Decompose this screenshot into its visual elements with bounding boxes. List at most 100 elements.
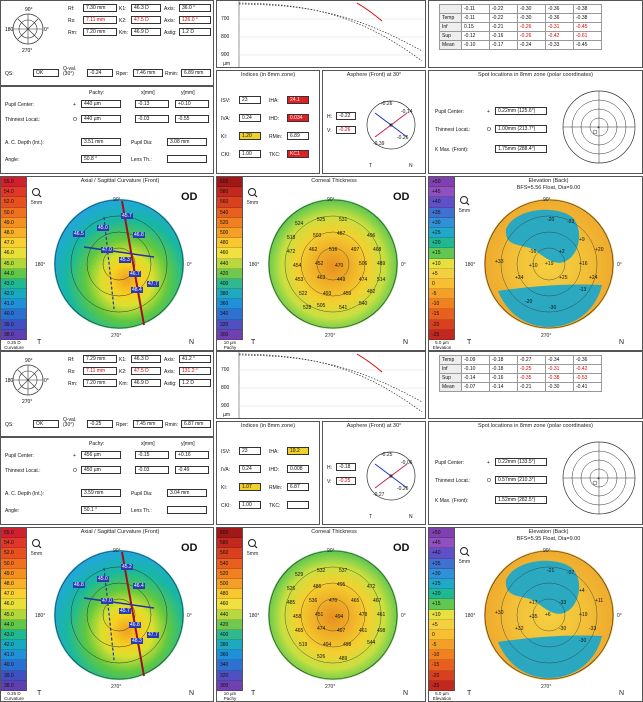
table-cell: -0.30 <box>545 382 574 392</box>
rm-label: Rm: <box>68 30 78 36</box>
thickness-step: 10 µm <box>223 340 237 345</box>
elevation-value-label: +6 <box>545 612 551 618</box>
spot-pupil-label: Pupil Center: <box>435 109 464 115</box>
scale-cell: -5 <box>429 640 454 651</box>
elevation-scale-name: Elevation <box>432 696 452 701</box>
thickness-value-label: 497 <box>337 628 346 634</box>
pupil-center-y: +0.16 <box>175 451 209 459</box>
thickness-map-panel: 600 580 560 540 520 500 480 460 440 420 400 380 360 3… <box>216 527 426 702</box>
magnifier-icon[interactable] <box>459 195 471 211</box>
spot-title: Spot locations in 8mm zone (polar coordi… <box>478 72 593 78</box>
magnifier-icon[interactable] <box>31 538 43 554</box>
elevation-value-label: -33 <box>559 600 567 606</box>
svg-text:+: + <box>597 125 600 131</box>
elevation-step: 5.0 µm <box>435 340 449 345</box>
k2-value: 47.5 D <box>131 367 161 375</box>
scale-cell: 320 <box>217 319 242 330</box>
scale-cell: +45 <box>429 187 454 198</box>
iva-label: IVA: <box>221 467 231 473</box>
table-cell: -0.22 <box>489 13 518 23</box>
elv-deg-90: 90° <box>543 197 551 203</box>
thickness-scale-name: Pachy <box>223 696 237 701</box>
elevation-scale-name: Elevation <box>432 345 452 350</box>
elevation-value-label: +4 <box>579 588 585 594</box>
lens-th-label: Lens Th.: <box>131 508 152 514</box>
thk-deg-180: 180° <box>249 262 260 268</box>
curvature-title: Axial / Sagittal Curvature (Front) <box>80 529 160 535</box>
asphere-title: Asphere (Front) at 30° <box>346 72 402 78</box>
curvature-value-label: 47.7 <box>147 281 159 287</box>
scale-cell: 460 <box>217 599 242 610</box>
k2-label: K2: <box>119 369 127 375</box>
table-cell: -0.16 <box>489 31 518 41</box>
asphere-panel: Asphere (Front) at 30° H: -0.18 V: -0.25… <box>322 421 426 525</box>
curvature-map[interactable] <box>54 199 184 329</box>
table-cell: -0.26 <box>517 22 546 32</box>
thickness-value-label: 474 <box>359 277 368 283</box>
iha-value: 24.1 <box>287 96 309 104</box>
table-cell: 0.15 <box>461 22 490 32</box>
table-cell: -0.11 <box>461 13 490 23</box>
thinnest-locat-symbol: O <box>73 117 77 123</box>
scale-cell: +30 <box>429 217 454 228</box>
elevation-step: 5.0 µm <box>435 691 449 696</box>
scale-cell: 360 <box>217 299 242 310</box>
scale-cell: 39.0 <box>1 319 26 330</box>
elv-deg-90: 90° <box>543 548 551 554</box>
scale-cell: +30 <box>429 568 454 579</box>
mm-label: 5mm <box>459 208 471 214</box>
magnifier-icon[interactable] <box>247 538 259 554</box>
scale-cell: +50 <box>429 528 454 539</box>
elevation-value-label: +16 <box>579 261 588 267</box>
elevation-value-label: +24 <box>515 275 524 281</box>
table-row-label: Sup <box>439 31 462 41</box>
curvature-map[interactable] <box>54 550 184 680</box>
elevation-value-label: -16 <box>529 249 537 255</box>
elevation-value-label: +17 <box>529 600 538 606</box>
elevation-map[interactable] <box>484 199 614 329</box>
scale-cell: 49.0 <box>1 217 26 228</box>
scale-cell: 600 <box>217 528 242 539</box>
thickness-value-label: 524 <box>295 221 304 227</box>
spot-polar-diagram: + <box>562 441 636 515</box>
qs-value: OK <box>33 420 59 428</box>
lens-th-value <box>167 155 207 163</box>
thickness-map[interactable] <box>268 199 398 329</box>
curve-tick-900: 900 <box>221 52 230 58</box>
thickness-value-label: 453 <box>295 277 304 283</box>
spot-locations-panel: Spot locations in 8mm zone (polar coordi… <box>428 421 643 525</box>
magnifier-icon[interactable] <box>247 187 259 203</box>
pupil-center-label: Pupil Center: <box>5 102 34 108</box>
rs-value: 7.11 mm <box>83 367 117 375</box>
table-row: Temp -0.09 -0.18 -0.27 -0.34 -0.36 <box>439 355 602 365</box>
thickness-value-label: 451 <box>315 612 324 618</box>
magnifier-icon[interactable] <box>31 187 43 203</box>
scale-cell: 520 <box>217 568 242 579</box>
curve-tick-800: 800 <box>221 34 230 40</box>
astig-label: Astig: <box>164 381 177 387</box>
thickness-map[interactable] <box>268 550 398 680</box>
magnifier-icon[interactable] <box>459 546 471 562</box>
y-col-header: y[mm] <box>181 90 195 96</box>
table-cell: -0.21 <box>489 22 518 32</box>
spot-thin-label: Thinnest Locat.: <box>435 478 471 484</box>
elevation-value-label: +33 <box>495 259 504 265</box>
scale-cell: 50.0 <box>1 558 26 569</box>
table-cell: -0.45 <box>573 40 602 50</box>
scale-cell: +45 <box>429 538 454 549</box>
scale-cell: +20 <box>429 238 454 249</box>
asphere-top: -0.25 <box>381 452 393 458</box>
pupil-center-symbol: + <box>73 102 76 108</box>
svg-text:180: 180 <box>5 378 14 384</box>
table-cell: -0.18 <box>489 364 518 374</box>
scale-cell: 49.0 <box>1 568 26 579</box>
table-cell: -0.11 <box>461 4 490 14</box>
scale-cell: +40 <box>429 197 454 208</box>
isv-label: ISV: <box>221 98 231 104</box>
tkc-label: TKC: <box>269 503 281 509</box>
table-cell: -0.36 <box>573 355 602 365</box>
thickness-title: Corneal Thickness <box>311 529 357 535</box>
elevation-map[interactable] <box>484 550 614 680</box>
spot-thin-label: Thinnest Locat.: <box>435 127 471 133</box>
scale-cell: 580 <box>217 187 242 198</box>
